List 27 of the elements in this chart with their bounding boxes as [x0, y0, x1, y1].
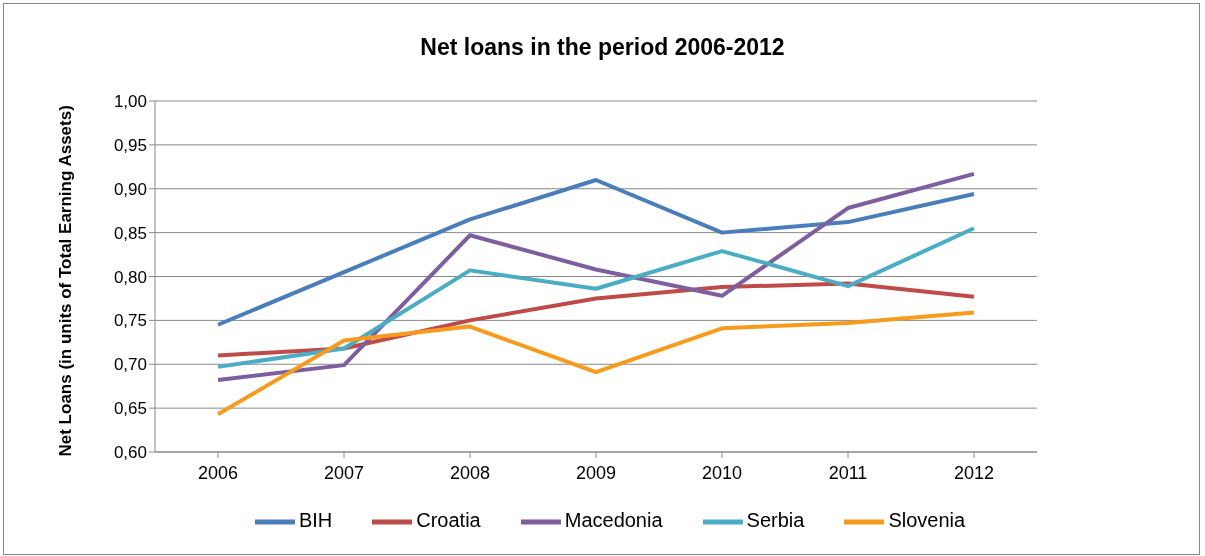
x-tick-label: 2010 — [701, 462, 743, 483]
y-tick-label: 0,80 — [113, 267, 147, 287]
y-tick-label: 0,90 — [113, 179, 147, 199]
y-tick-label: 0,95 — [113, 135, 147, 155]
legend-label: Serbia — [746, 509, 805, 532]
x-tick-label: 2011 — [828, 462, 868, 483]
line-series — [216, 177, 976, 327]
y-axis-title: Net Loans (in units of Total Earning Assets) — [56, 105, 76, 457]
line-series — [216, 171, 976, 383]
y-tick-label: 0,60 — [113, 443, 147, 463]
y-tick-label: 1,00 — [113, 92, 147, 112]
chart-title: Net loans in the period 2006-2012 — [419, 34, 786, 61]
line-series — [216, 310, 976, 417]
legend-label: Macedonia — [564, 509, 663, 532]
line-series — [216, 226, 976, 369]
legend-label: Croatia — [416, 509, 481, 532]
y-tick-label: 0,75 — [113, 311, 147, 331]
x-tick-label: 2008 — [449, 462, 491, 483]
y-tick-label: 0,85 — [113, 223, 147, 243]
legend-label: Slovenia — [888, 509, 966, 532]
y-tick-label: 0,65 — [113, 399, 147, 419]
y-tick-label: 0,70 — [113, 355, 147, 375]
x-tick-label: 2007 — [323, 462, 365, 483]
x-tick-label: 2006 — [197, 462, 239, 483]
x-tick-label: 2009 — [575, 462, 617, 483]
legend-label: BIH — [298, 509, 333, 532]
x-tick-label: 2012 — [953, 462, 995, 483]
